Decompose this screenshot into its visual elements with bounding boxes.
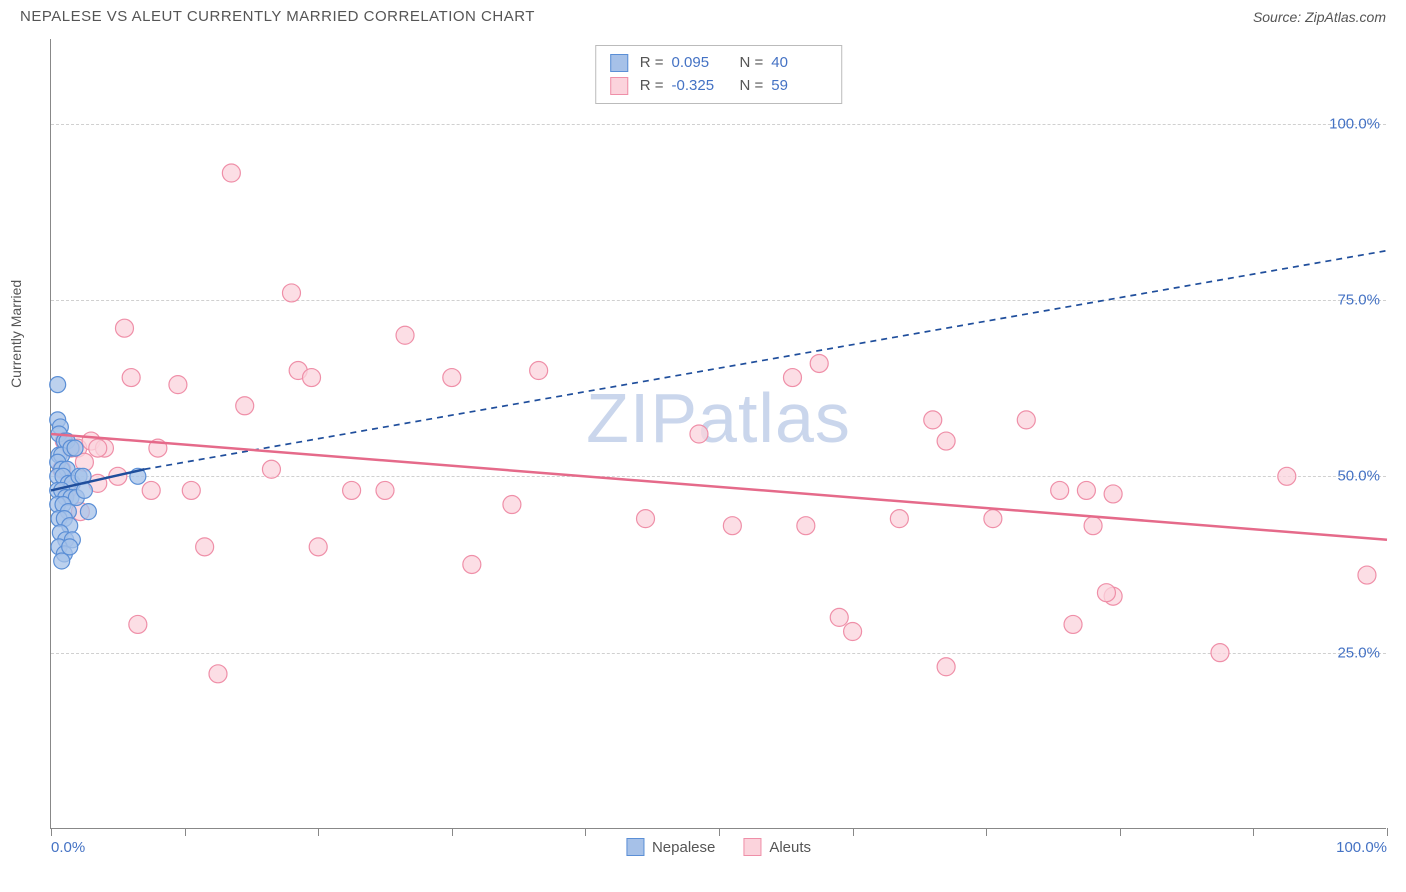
y-axis-title: Currently Married <box>8 279 24 387</box>
chart-area: Currently Married ZIPatlas ZIPatlas 25.0… <box>50 39 1386 829</box>
legend-stats: R = 0.095 N = 40 R = -0.325 N = 59 <box>595 45 843 104</box>
legend-stats-row: R = 0.095 N = 40 <box>610 52 828 75</box>
legend-item-nepalese: Nepalese <box>626 838 715 856</box>
r-label: R = <box>640 75 664 98</box>
r-value: 0.095 <box>672 52 728 75</box>
scatter-plot <box>51 39 1386 828</box>
x-tick-label: 0.0% <box>51 839 85 856</box>
n-label: N = <box>740 75 764 98</box>
n-value: 40 <box>771 52 827 75</box>
chart-title: NEPALESE VS ALEUT CURRENTLY MARRIED CORR… <box>20 8 535 25</box>
chart-source: Source: ZipAtlas.com <box>1253 9 1386 25</box>
chart-header: NEPALESE VS ALEUT CURRENTLY MARRIED CORR… <box>0 0 1406 29</box>
legend-label: Nepalese <box>652 839 715 856</box>
swatch-aleuts <box>743 838 761 856</box>
swatch-aleuts <box>610 77 628 95</box>
n-value: 59 <box>771 75 827 98</box>
legend-series: Nepalese Aleuts <box>626 838 811 856</box>
x-tick-label: 100.0% <box>1336 839 1387 856</box>
legend-label: Aleuts <box>769 839 811 856</box>
legend-item-aleuts: Aleuts <box>743 838 811 856</box>
legend-stats-row: R = -0.325 N = 59 <box>610 75 828 98</box>
n-label: N = <box>740 52 764 75</box>
swatch-nepalese <box>626 838 644 856</box>
r-label: R = <box>640 52 664 75</box>
swatch-nepalese <box>610 54 628 72</box>
r-value: -0.325 <box>672 75 728 98</box>
